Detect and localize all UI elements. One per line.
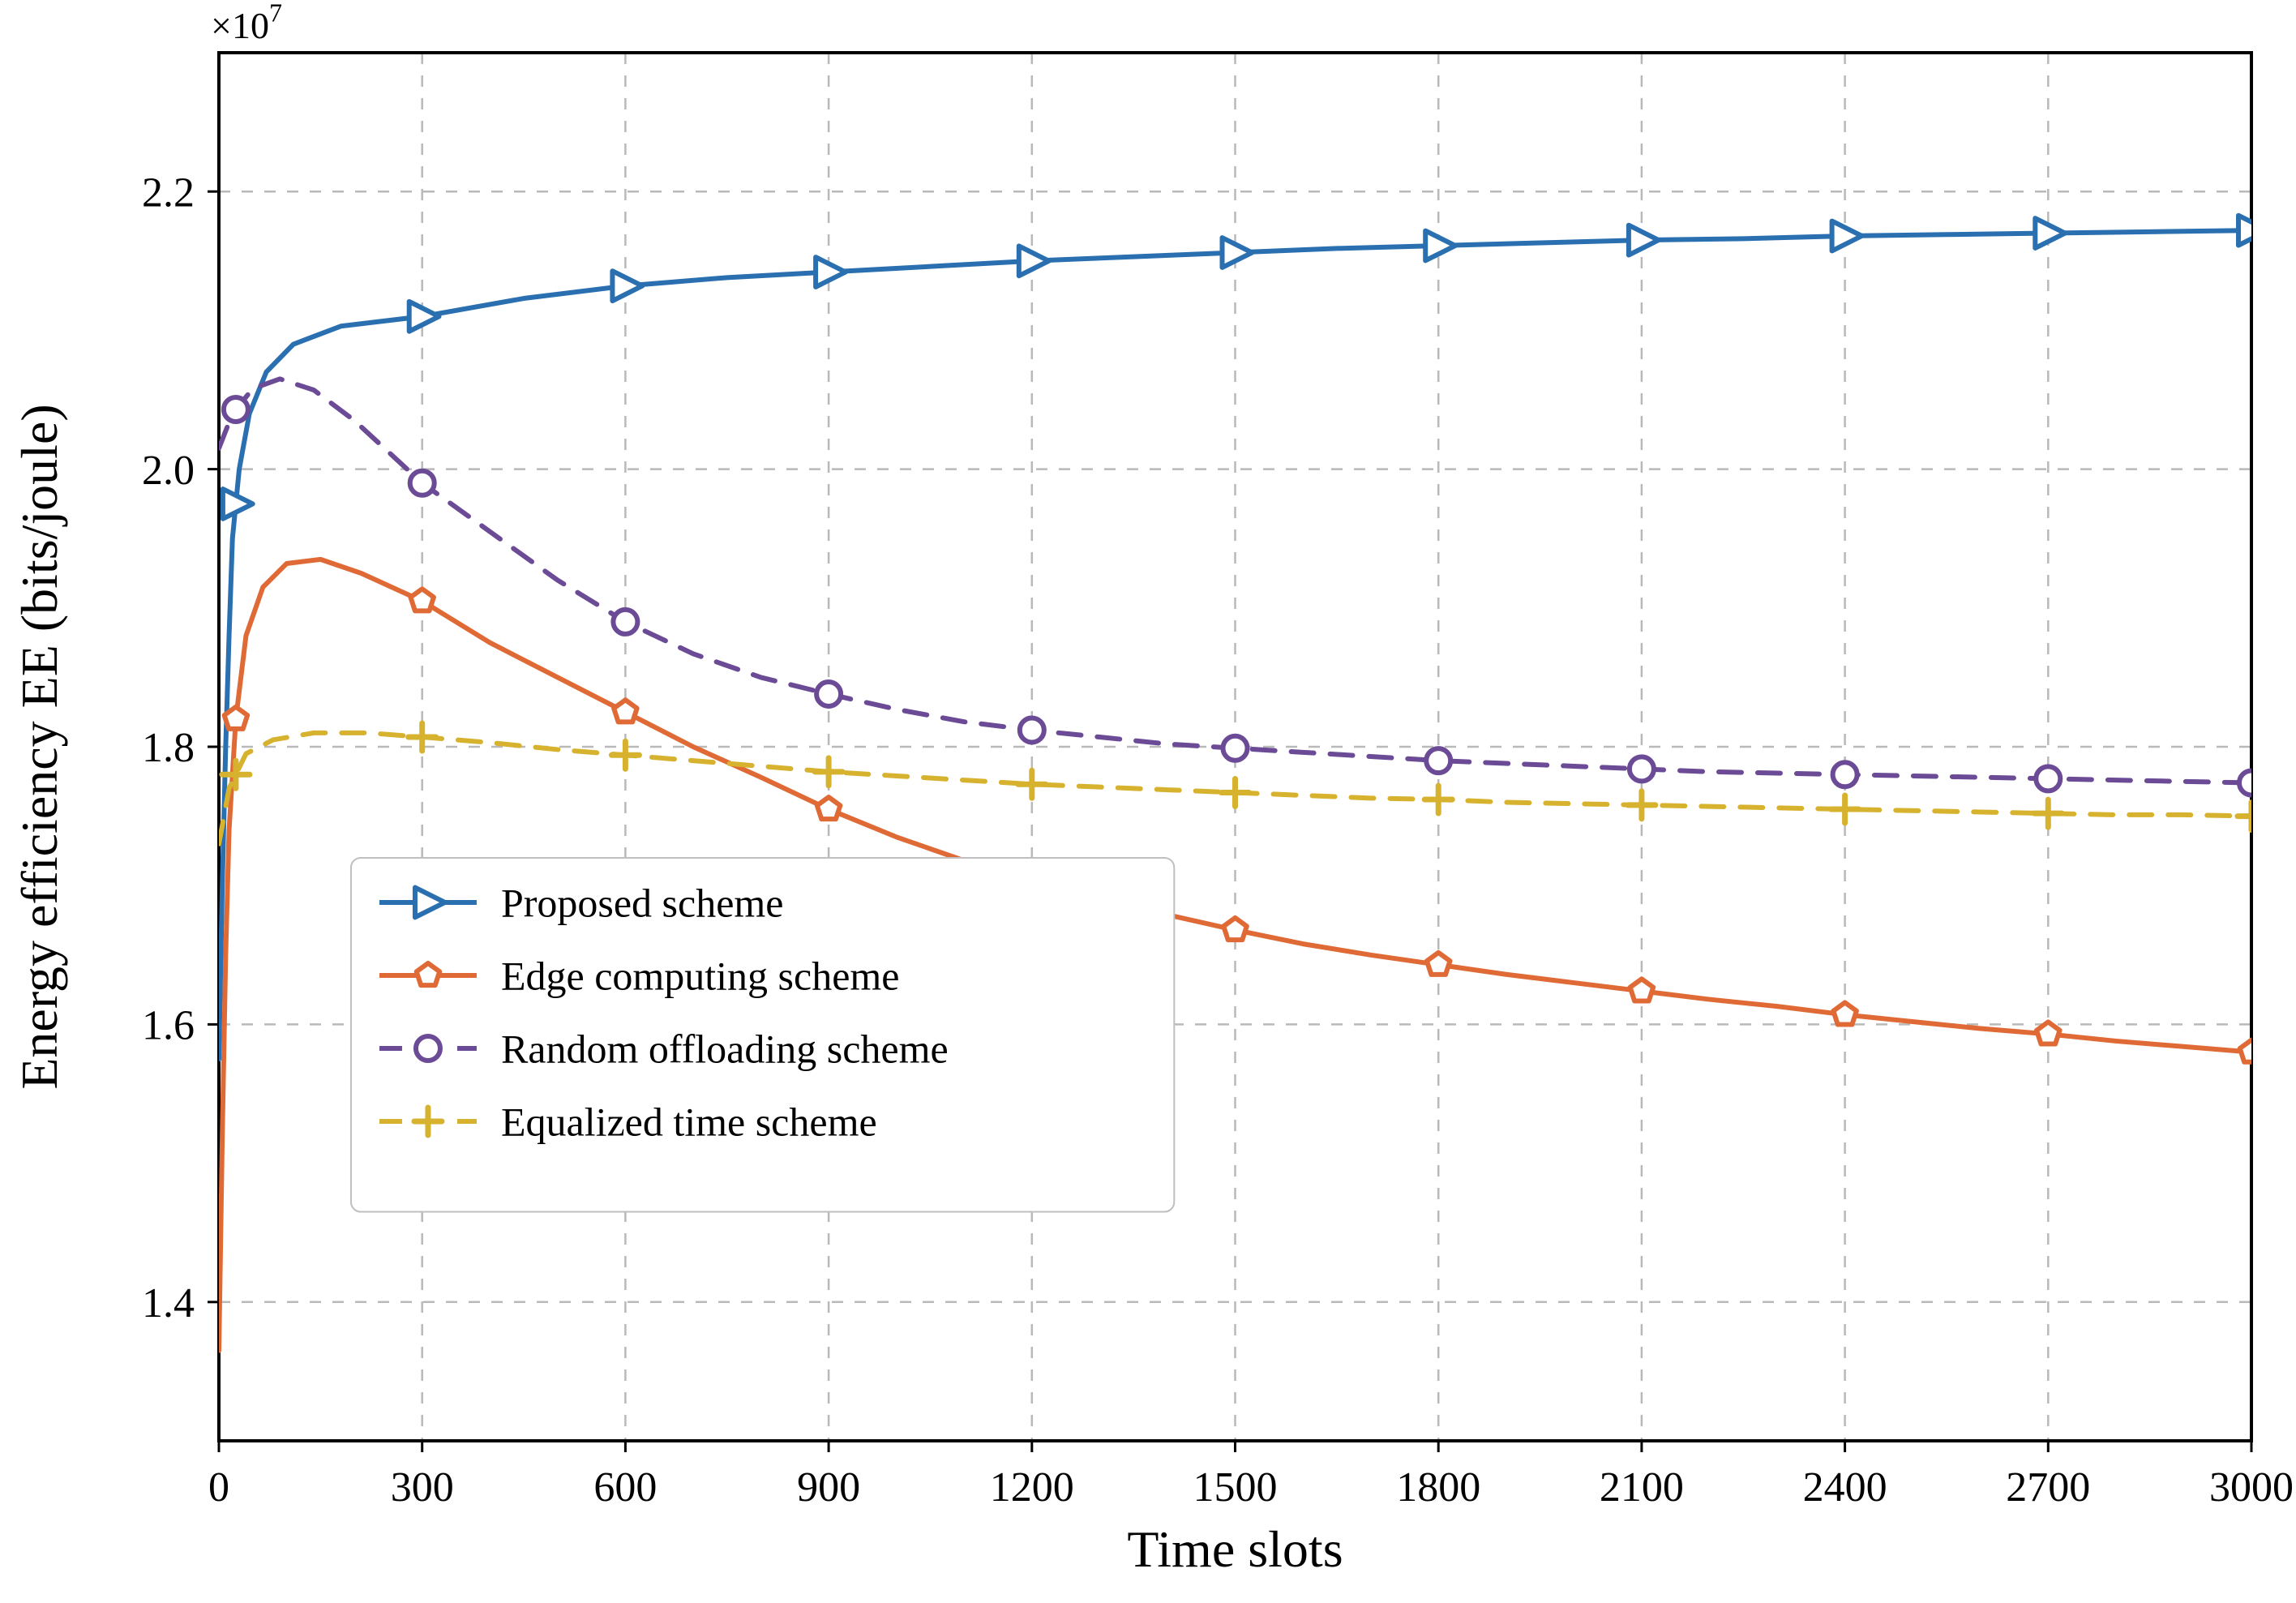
legend-label: Edge computing scheme [501,953,900,998]
xtick-label: 0 [208,1464,229,1511]
ytick-label: 1.4 [142,1280,195,1327]
legend-label: Equalized time scheme [501,1099,877,1144]
ytick-label: 1.6 [142,1003,195,1049]
ytick-label: 2.0 [142,448,195,494]
xtick-label: 2700 [2006,1464,2090,1511]
ytick-label: 2.2 [142,169,195,216]
xtick-label: 3000 [2209,1464,2294,1511]
y-axis-label: Energy efficiency EE (bits/joule) [11,404,68,1089]
chart-svg: 0 300 600 900 1200 1500 1800 2100 2400 2700 3000 1.… [0,0,2296,1603]
xtick-label: 2100 [1600,1464,1684,1511]
legend: Proposed scheme Edge computing scheme Rand… [351,858,1174,1212]
xtick-label: 2400 [1803,1464,1887,1511]
xtick-label: 600 [593,1464,657,1511]
xtick-label: 1200 [990,1464,1074,1511]
chart-container: 0 300 600 900 1200 1500 1800 2100 2400 2700 3000 1.… [0,0,2296,1603]
xtick-label: 300 [391,1464,454,1511]
legend-label: Proposed scheme [501,880,784,925]
xtick-label: 1500 [1193,1464,1278,1511]
ytick-label: 1.8 [142,725,195,771]
xtick-label: 1800 [1396,1464,1480,1511]
x-axis-label: Time slots [1127,1520,1343,1578]
legend-label: Random offloading scheme [501,1026,949,1071]
xtick-label: 900 [797,1464,860,1511]
